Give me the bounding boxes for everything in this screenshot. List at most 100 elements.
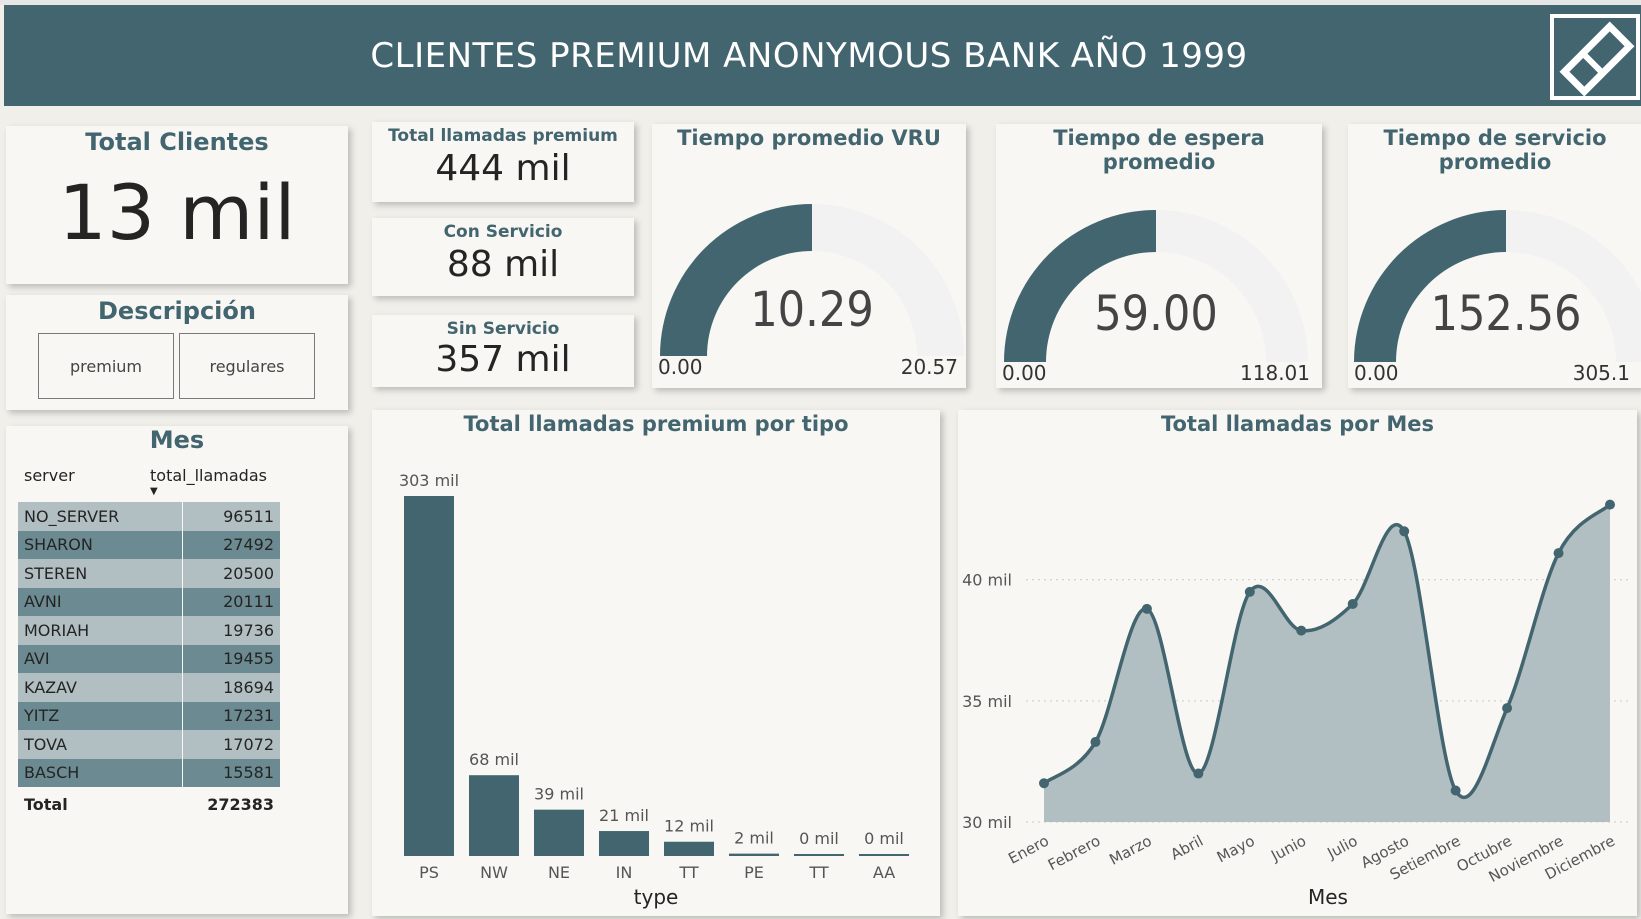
gauge-value: 152.56 bbox=[1430, 286, 1581, 342]
gauge-card-servicio: Tiempo de servicio promedio 152.56 0.00 30… bbox=[1348, 124, 1641, 388]
total-llamadas-cell: 19736 bbox=[223, 620, 274, 640]
total-llamadas-cell: 19455 bbox=[223, 649, 274, 669]
data-point[interactable] bbox=[1399, 526, 1410, 537]
kpi-sin-servicio: Sin Servicio 357 mil bbox=[372, 315, 634, 387]
total-clientes-card: Total Clientes 13 mil bbox=[6, 126, 348, 284]
bar-data-label: 12 mil bbox=[664, 817, 714, 836]
descripcion-slicer: Descripción premium regulares bbox=[6, 295, 348, 410]
data-point[interactable] bbox=[1244, 586, 1255, 597]
y-tick-label: 30 mil bbox=[962, 813, 1012, 832]
gauge-card-espera: Tiempo de espera promedio 59.00 0.00 118.0… bbox=[996, 124, 1322, 388]
bar-chart-title: Total llamadas premium por tipo bbox=[463, 412, 849, 436]
x-tick-label: TT bbox=[808, 863, 828, 882]
mes-table: NO_SERVER 96511 SHARON 27492 STEREN 20500 AVNI… bbox=[18, 502, 280, 787]
bar-chart-card: Total llamadas premium por tipo 303 mil P… bbox=[372, 410, 940, 916]
data-point[interactable] bbox=[1450, 785, 1461, 796]
bar-data-label: 21 mil bbox=[599, 806, 649, 825]
total-llamadas-cell: 18694 bbox=[223, 677, 274, 697]
bar[interactable] bbox=[599, 831, 649, 856]
server-cell: SHARON bbox=[18, 530, 184, 559]
x-axis-title: type bbox=[634, 885, 679, 909]
total-llamadas-cell: 27492 bbox=[223, 535, 274, 555]
gauge-chart: 10.29 0.00 20.57 bbox=[658, 204, 964, 379]
gauge-chart: 59.00 0.00 118.01 bbox=[1002, 210, 1310, 385]
gauge-title: Tiempo de servicio promedio bbox=[1383, 126, 1607, 174]
data-point[interactable] bbox=[1090, 737, 1101, 748]
bar[interactable] bbox=[859, 854, 909, 856]
bar-data-label: 0 mil bbox=[864, 829, 904, 848]
x-tick-label: PE bbox=[744, 863, 764, 882]
data-point[interactable] bbox=[1039, 778, 1049, 789]
slicer-option-premium[interactable]: premium bbox=[38, 333, 174, 399]
x-tick-label: Febrero bbox=[1045, 832, 1103, 874]
bar[interactable] bbox=[534, 809, 584, 856]
bar-chart: 303 mil PS 68 mil NW 39 mil NE 21 mil IN 12 mil T… bbox=[399, 471, 909, 909]
x-tick-label: Marzo bbox=[1106, 832, 1155, 869]
total-clientes-title: Total Clientes bbox=[85, 128, 269, 156]
bar[interactable] bbox=[404, 496, 454, 856]
table-row[interactable]: NO_SERVER 96511 bbox=[18, 502, 280, 531]
descripcion-title: Descripción bbox=[98, 297, 256, 325]
gauge-max-label: 20.57 bbox=[901, 355, 958, 379]
gauge-min-label: 0.00 bbox=[1354, 361, 1399, 385]
server-cell: NO_SERVER bbox=[18, 502, 184, 531]
gauge-min-label: 0.00 bbox=[1002, 361, 1047, 385]
data-point[interactable] bbox=[1141, 603, 1152, 614]
total-llamadas-cell: 15581 bbox=[223, 763, 274, 783]
area-fill bbox=[1044, 504, 1610, 822]
data-point[interactable] bbox=[1193, 768, 1204, 779]
table-row[interactable]: SHARON 27492 bbox=[18, 530, 280, 559]
total-llamadas-cell: 20500 bbox=[223, 563, 274, 583]
x-tick-label: AA bbox=[873, 863, 895, 882]
server-cell: TOVA bbox=[18, 730, 184, 759]
table-row[interactable]: TOVA 17072 bbox=[18, 730, 280, 759]
bar[interactable] bbox=[794, 854, 844, 856]
data-point[interactable] bbox=[1605, 499, 1615, 510]
bank-logo-icon bbox=[1550, 14, 1640, 100]
kpi-value: 444 mil bbox=[435, 148, 571, 189]
table-row[interactable]: STEREN 20500 bbox=[18, 559, 280, 588]
gauge-title: Tiempo promedio VRU bbox=[677, 126, 941, 150]
bar[interactable] bbox=[469, 775, 519, 856]
data-point[interactable] bbox=[1502, 703, 1513, 714]
total-llamadas-cell: 17072 bbox=[223, 734, 274, 754]
column-header-server[interactable]: server bbox=[24, 466, 75, 485]
slicer-option-regulares[interactable]: regulares bbox=[179, 333, 315, 399]
x-tick-label: Enero bbox=[1005, 832, 1052, 868]
gauge-max-label: 305.1 bbox=[1573, 361, 1630, 385]
kpi-value: 357 mil bbox=[435, 339, 571, 380]
server-cell: KAZAV bbox=[18, 673, 184, 702]
table-row[interactable]: BASCH 15581 bbox=[18, 758, 280, 787]
server-cell: STEREN bbox=[18, 559, 184, 588]
x-tick-label: TT bbox=[678, 863, 698, 882]
table-row[interactable]: YITZ 17231 bbox=[18, 701, 280, 730]
x-tick-label: PS bbox=[419, 863, 439, 882]
x-tick-label: NW bbox=[480, 863, 508, 882]
table-row[interactable]: AVI 19455 bbox=[18, 644, 280, 673]
line-chart-card: Total llamadas por Mes 30 mil 35 mil 40 mi… bbox=[958, 410, 1637, 916]
bar[interactable] bbox=[729, 853, 779, 856]
mes-table-card: Mes server total_llamadas ▼ NO_SERVER 965… bbox=[6, 426, 348, 914]
column-header-total-llamadas[interactable]: total_llamadas ▼ bbox=[150, 466, 280, 497]
kpi-con-servicio: Con Servicio 88 mil bbox=[372, 218, 634, 296]
gauge-value: 59.00 bbox=[1094, 286, 1218, 342]
table-row[interactable]: AVNI 20111 bbox=[18, 587, 280, 616]
app-top-strip bbox=[0, 0, 1641, 5]
x-tick-label: NE bbox=[548, 863, 570, 882]
data-point[interactable] bbox=[1347, 598, 1358, 609]
total-row-label: Total bbox=[24, 795, 68, 814]
y-tick-label: 40 mil bbox=[962, 571, 1012, 590]
data-point[interactable] bbox=[1553, 548, 1564, 559]
server-cell: BASCH bbox=[18, 758, 184, 787]
server-cell: AVI bbox=[18, 644, 184, 673]
kpi-title: Sin Servicio bbox=[446, 319, 560, 339]
gauge-value: 10.29 bbox=[750, 282, 874, 338]
gauge-title: Tiempo de espera promedio bbox=[1053, 126, 1265, 174]
bar-data-label: 0 mil bbox=[799, 829, 839, 848]
bar[interactable] bbox=[664, 841, 714, 856]
gauge-max-label: 118.01 bbox=[1240, 361, 1310, 385]
table-row[interactable]: KAZAV 18694 bbox=[18, 673, 280, 702]
table-row[interactable]: MORIAH 19736 bbox=[18, 616, 280, 645]
data-point[interactable] bbox=[1296, 625, 1307, 636]
